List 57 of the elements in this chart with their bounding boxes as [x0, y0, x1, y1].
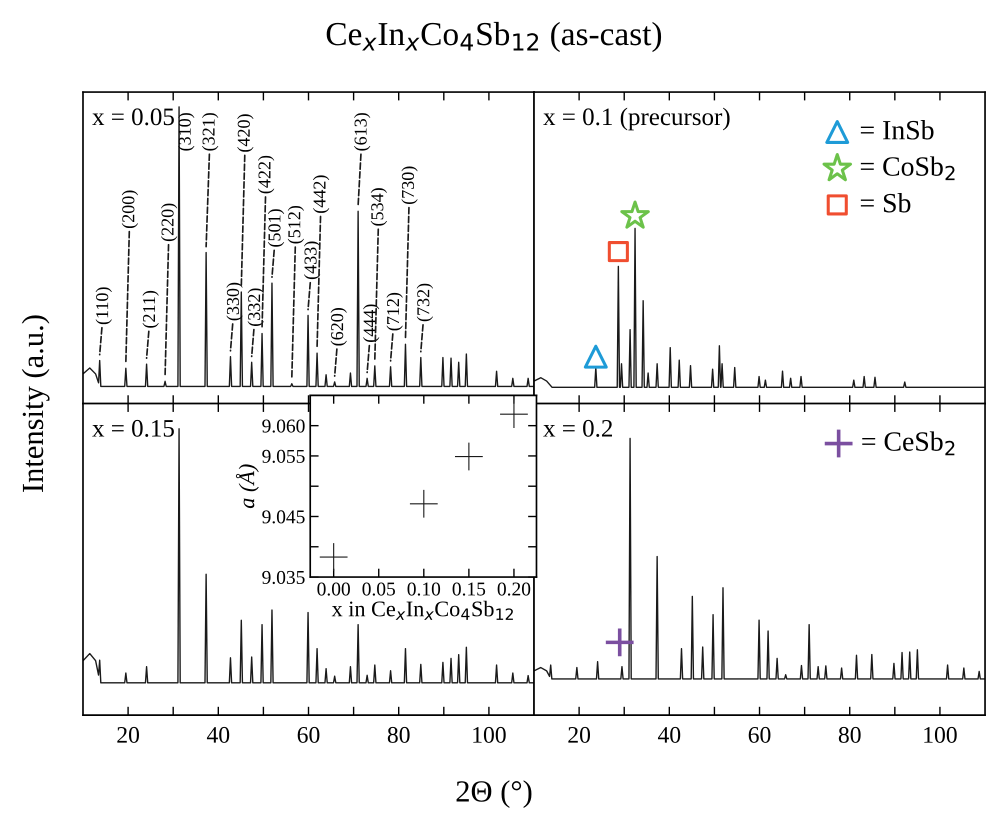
annotation: (332) — [248, 288, 264, 326]
annotation: (712) — [386, 292, 403, 330]
annotation: (220) — [160, 204, 178, 242]
annotation: (200) — [122, 190, 138, 228]
x-tick-label: 0.00 — [317, 582, 350, 596]
x-tick-label: 0.05 — [362, 582, 395, 596]
point — [410, 490, 438, 518]
annotation: x = 0.05 — [92, 108, 174, 126]
annotation: (433) — [304, 242, 320, 280]
annotation: (730) — [401, 166, 418, 204]
x-tick-label: 60 — [748, 726, 770, 743]
x-tick-label: 20 — [117, 726, 139, 743]
annotation: (310) — [178, 113, 194, 151]
annotation: (620) — [330, 308, 347, 346]
y-tick-label: 9.055 — [262, 450, 305, 463]
annotation: (420) — [237, 114, 254, 152]
annotation: x = 0.15 — [92, 420, 174, 437]
x-tick-label: 0.20 — [498, 582, 530, 596]
x-tick-label: 40 — [206, 726, 230, 743]
x-axis-title: 2Θ (°) — [456, 780, 532, 808]
y-axis-title: Intensity (a.u.) — [22, 315, 50, 492]
x-tick-label: 20 — [568, 726, 590, 743]
annotation: (442) — [312, 175, 330, 213]
text: x = 0.1 (precursor) — [543, 108, 730, 130]
point — [320, 543, 348, 571]
legend-label: = CoSb$_{2}$ — [860, 156, 955, 180]
x-tick-label: 100 — [473, 726, 506, 743]
x-tick-label: 100 — [924, 726, 957, 743]
x-tick-label: 0.15 — [452, 582, 486, 596]
point — [454, 442, 483, 470]
y-tick-label: 9.060 — [262, 419, 305, 433]
annotation: (422) — [258, 156, 274, 194]
annotation: (512) — [288, 206, 304, 244]
y-axis-title: a (Å) — [236, 464, 259, 508]
x-axis-title: x in Ce$_{x}$In$_{x}$Co$_{4}$Sb$_{12}$ — [332, 600, 513, 620]
x-tick-label: 80 — [388, 726, 410, 743]
text: x = 0.2 — [543, 420, 612, 437]
annotation: (444) — [363, 304, 380, 342]
annotation: (501) — [268, 209, 284, 247]
annotation: (321) — [202, 113, 218, 151]
y-tick-label: 9.035 — [262, 570, 305, 584]
legend-label: = CeSb$_{2}$ — [862, 431, 954, 456]
x-tick-label: 60 — [298, 726, 320, 743]
annotation: (613) — [354, 113, 370, 151]
legend-label: = Sb — [860, 192, 910, 212]
y-tick-label: 9.045 — [262, 510, 305, 524]
point — [500, 400, 528, 428]
annotation: (211) — [142, 290, 159, 328]
annotation: (110) — [96, 287, 112, 324]
x-tick-label: 40 — [658, 726, 680, 743]
annotation: (732) — [416, 284, 434, 322]
x-tick-label: 80 — [838, 726, 861, 743]
annotation: (330) — [226, 282, 243, 320]
chart-title: Ce$_{x}$In$_{x}$Co$_{4}$Sb$_{12}$ (as-cast) — [326, 22, 662, 52]
annotation: (534) — [370, 188, 388, 226]
legend-label: = InSb — [860, 120, 934, 140]
x-tick-label: 0.10 — [408, 582, 440, 596]
